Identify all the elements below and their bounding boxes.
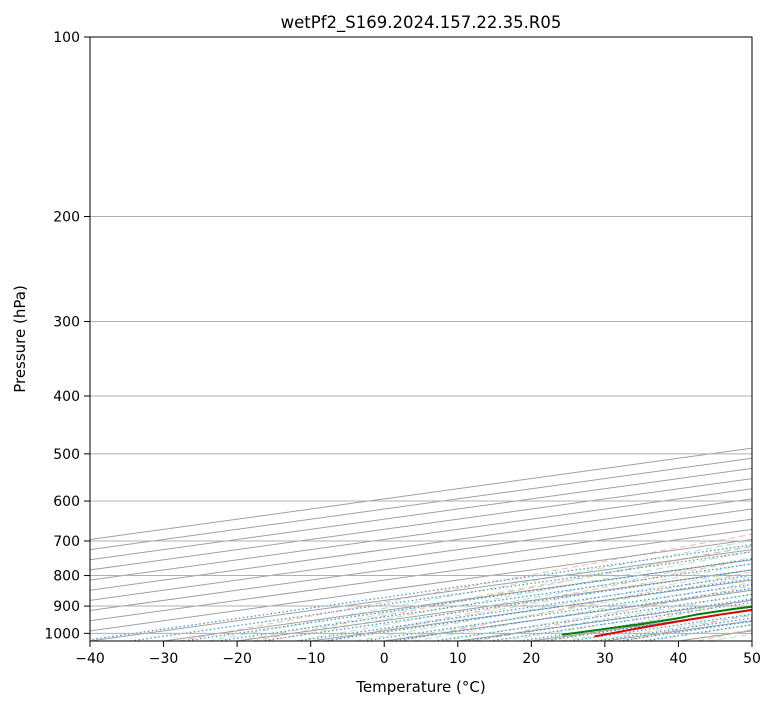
isotherm-line — [90, 528, 752, 622]
isotherm-line — [90, 488, 752, 581]
x-tick-label: 30 — [596, 651, 614, 667]
dry-adiabat — [178, 533, 752, 641]
isotherm-line — [90, 508, 752, 601]
x-tick-label: 50 — [743, 651, 761, 667]
isotherm-line — [90, 498, 752, 591]
x-axis-ticks: −40 −30 −20 −10 0 10 20 30 40 50 — [75, 641, 761, 667]
x-tick-label: 0 — [380, 651, 389, 667]
moist-adiabat — [325, 563, 752, 641]
background-lines — [90, 447, 752, 641]
moist-adiabat — [207, 539, 752, 641]
y-tick-label: 600 — [53, 494, 80, 510]
x-tick-label: 20 — [522, 651, 540, 667]
x-tick-label: −30 — [149, 651, 179, 667]
y-tick-label: 100 — [53, 30, 80, 46]
y-tick-label: 200 — [53, 210, 80, 226]
isotherm-line — [90, 457, 752, 551]
y-tick-label: 900 — [53, 599, 80, 615]
moist-adiabat — [237, 545, 752, 641]
y-tick-label: 700 — [53, 534, 80, 550]
moist-adiabat — [384, 575, 752, 641]
chart-title: wetPf2_S169.2024.157.22.35.R05 — [281, 13, 562, 33]
isotherm-line — [90, 467, 752, 561]
isotherm-line — [90, 478, 752, 571]
mixing-ratio-line — [569, 613, 752, 641]
isotherm-line — [90, 538, 752, 632]
y-axis-title: Pressure (hPa) — [11, 285, 29, 393]
y-tick-label: 300 — [53, 315, 80, 331]
mixing-ratio-line — [217, 563, 752, 641]
y-tick-label: 500 — [53, 447, 80, 463]
plot-frame — [89, 36, 753, 642]
y-axis-ticks: 100 200 300 400 500 600 700 800 900 1000 — [44, 30, 90, 642]
plot-area — [90, 37, 752, 641]
pressure-gridlines — [90, 37, 752, 634]
mixing-ratio-line — [297, 574, 752, 641]
x-tick-label: −20 — [222, 651, 252, 667]
isotherm-line — [90, 518, 752, 612]
mixing-ratio-line — [260, 569, 752, 641]
moist-adiabat — [413, 581, 752, 641]
mixing-ratio-line — [184, 558, 752, 641]
x-tick-label: −40 — [75, 651, 105, 667]
moist-adiabat — [266, 551, 752, 641]
x-tick-label: 40 — [670, 651, 688, 667]
x-tick-label: −10 — [296, 651, 326, 667]
x-axis-title: Temperature (°C) — [355, 678, 485, 696]
moist-adiabat — [472, 593, 752, 641]
moist-adiabat — [295, 556, 752, 641]
y-tick-label: 400 — [53, 389, 80, 405]
x-tick-label: 10 — [449, 651, 467, 667]
y-tick-label: 800 — [53, 569, 80, 585]
y-tick-label: 1000 — [44, 626, 80, 642]
